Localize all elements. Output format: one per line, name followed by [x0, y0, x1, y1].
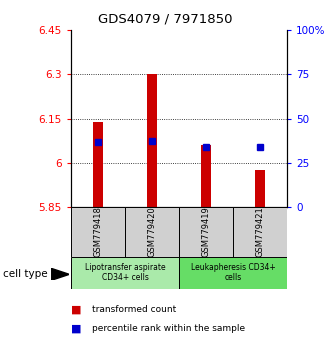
Text: cell type: cell type [3, 269, 48, 279]
Bar [71, 257, 179, 289]
Text: percentile rank within the sample: percentile rank within the sample [92, 324, 246, 333]
Text: GSM779420: GSM779420 [148, 206, 156, 257]
Bar [93, 121, 103, 207]
Bar [71, 207, 125, 257]
Text: GDS4079 / 7971850: GDS4079 / 7971850 [98, 12, 232, 25]
Bar [125, 207, 179, 257]
Text: GSM779418: GSM779418 [93, 206, 103, 257]
Text: Lipotransfer aspirate
CD34+ cells: Lipotransfer aspirate CD34+ cells [85, 263, 165, 282]
Polygon shape [51, 268, 69, 280]
Bar [179, 257, 287, 289]
Bar [201, 145, 211, 207]
Text: transformed count: transformed count [92, 305, 177, 314]
Bar [255, 170, 265, 207]
Text: ■: ■ [71, 305, 82, 315]
Bar [147, 74, 157, 207]
Text: ■: ■ [71, 324, 82, 333]
Bar [233, 207, 287, 257]
Text: GSM779421: GSM779421 [255, 206, 265, 257]
Text: Leukapheresis CD34+
cells: Leukapheresis CD34+ cells [191, 263, 276, 282]
Bar [179, 207, 233, 257]
Text: GSM779419: GSM779419 [202, 206, 211, 257]
